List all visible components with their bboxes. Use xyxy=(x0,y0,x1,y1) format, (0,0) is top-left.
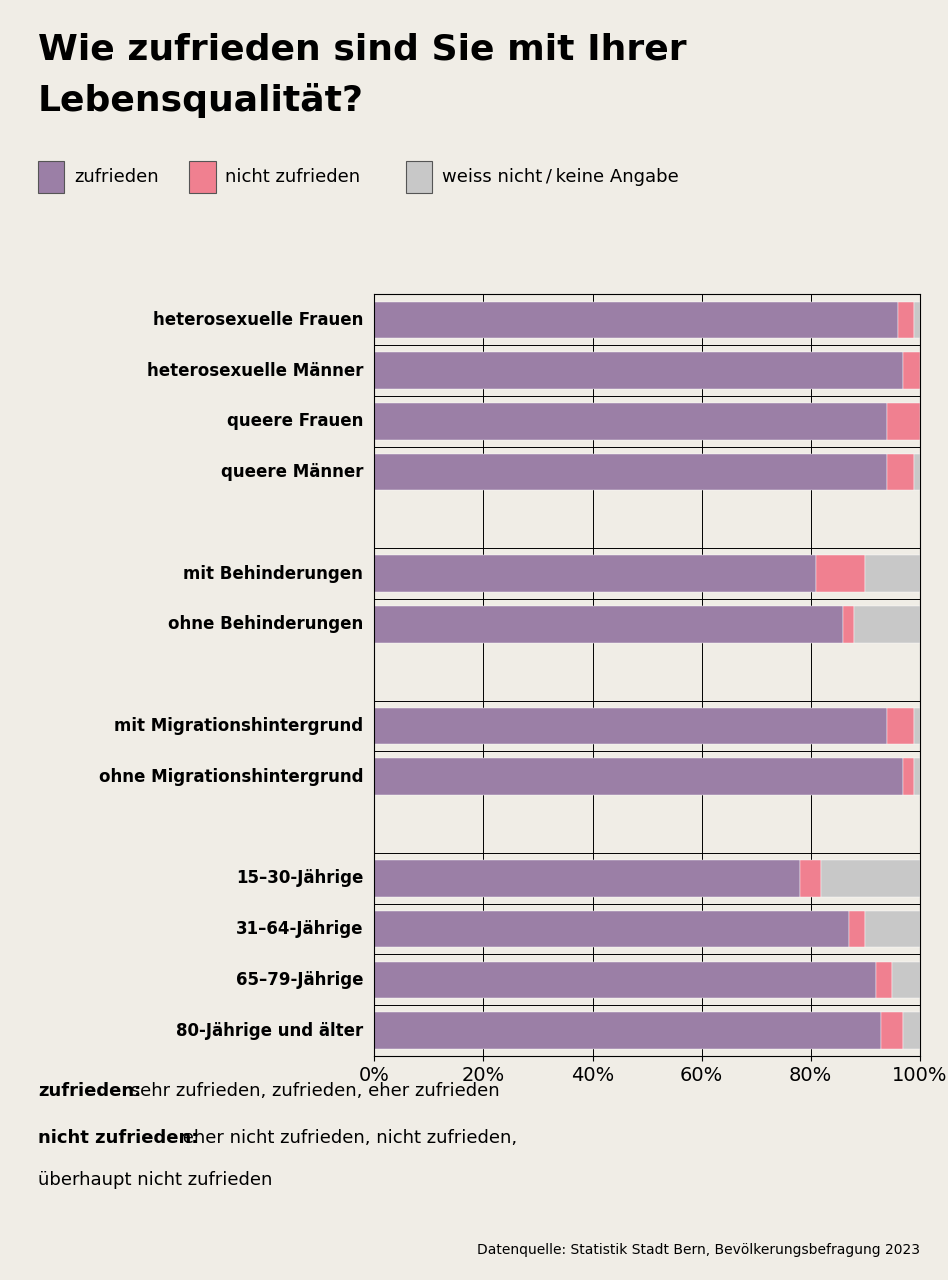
Text: mit Migrationshintergrund: mit Migrationshintergrund xyxy=(114,717,363,735)
Bar xyxy=(816,556,865,591)
Bar xyxy=(903,352,920,389)
Bar xyxy=(374,860,799,896)
Bar xyxy=(882,1012,903,1048)
Text: 65–79-Jährige: 65–79-Jährige xyxy=(236,970,363,989)
Text: nicht zufrieden:: nicht zufrieden: xyxy=(38,1129,198,1147)
Bar xyxy=(865,911,920,947)
Bar xyxy=(821,860,920,896)
Text: zufrieden:: zufrieden: xyxy=(38,1082,141,1100)
Bar xyxy=(799,860,821,896)
Text: ohne Migrationshintergrund: ohne Migrationshintergrund xyxy=(99,768,363,786)
Bar xyxy=(898,302,914,338)
Bar xyxy=(374,961,876,998)
Text: ohne Behinderungen: ohne Behinderungen xyxy=(168,616,363,634)
Text: Lebensqualität?: Lebensqualität? xyxy=(38,83,364,118)
Bar xyxy=(865,556,920,591)
Bar xyxy=(903,759,914,795)
Bar xyxy=(914,302,920,338)
Text: mit Behinderungen: mit Behinderungen xyxy=(183,564,363,582)
Text: sehr zufrieden, zufrieden, eher zufrieden: sehr zufrieden, zufrieden, eher zufriede… xyxy=(125,1082,500,1100)
Text: nicht zufrieden: nicht zufrieden xyxy=(225,168,360,186)
Bar xyxy=(854,607,920,643)
Bar xyxy=(887,708,914,744)
Bar xyxy=(374,708,887,744)
Text: 15–30-Jährige: 15–30-Jährige xyxy=(236,869,363,887)
Bar xyxy=(914,759,920,795)
Bar xyxy=(848,911,865,947)
Bar xyxy=(844,607,854,643)
Bar xyxy=(374,759,903,795)
Bar xyxy=(374,454,887,490)
Text: 31–64-Jährige: 31–64-Jährige xyxy=(236,920,363,938)
Text: heterosexuelle Frauen: heterosexuelle Frauen xyxy=(153,311,363,329)
Bar xyxy=(903,1012,920,1048)
Text: eher nicht zufrieden, nicht zufrieden,: eher nicht zufrieden, nicht zufrieden, xyxy=(177,1129,518,1147)
Bar xyxy=(374,302,898,338)
Text: 80-Jährige und älter: 80-Jährige und älter xyxy=(175,1021,363,1039)
Bar xyxy=(887,403,920,439)
Bar xyxy=(374,556,816,591)
Text: heterosexuelle Männer: heterosexuelle Männer xyxy=(147,361,363,380)
Bar xyxy=(374,607,844,643)
Text: Datenquelle: Statistik Stadt Bern, Bevölkerungsbefragung 2023: Datenquelle: Statistik Stadt Bern, Bevöl… xyxy=(477,1243,920,1257)
Text: queere Frauen: queere Frauen xyxy=(227,412,363,430)
Text: Wie zufrieden sind Sie mit Ihrer: Wie zufrieden sind Sie mit Ihrer xyxy=(38,32,686,67)
Bar xyxy=(914,454,920,490)
Bar xyxy=(876,961,892,998)
Bar xyxy=(914,708,920,744)
Bar xyxy=(892,961,920,998)
Bar xyxy=(374,403,887,439)
Text: queere Männer: queere Männer xyxy=(221,463,363,481)
Bar xyxy=(887,454,914,490)
Bar xyxy=(374,1012,882,1048)
Bar xyxy=(374,352,903,389)
Text: weiss nicht / keine Angabe: weiss nicht / keine Angabe xyxy=(442,168,679,186)
Bar xyxy=(374,911,848,947)
Text: überhaupt nicht zufrieden: überhaupt nicht zufrieden xyxy=(38,1171,272,1189)
Text: zufrieden: zufrieden xyxy=(74,168,158,186)
